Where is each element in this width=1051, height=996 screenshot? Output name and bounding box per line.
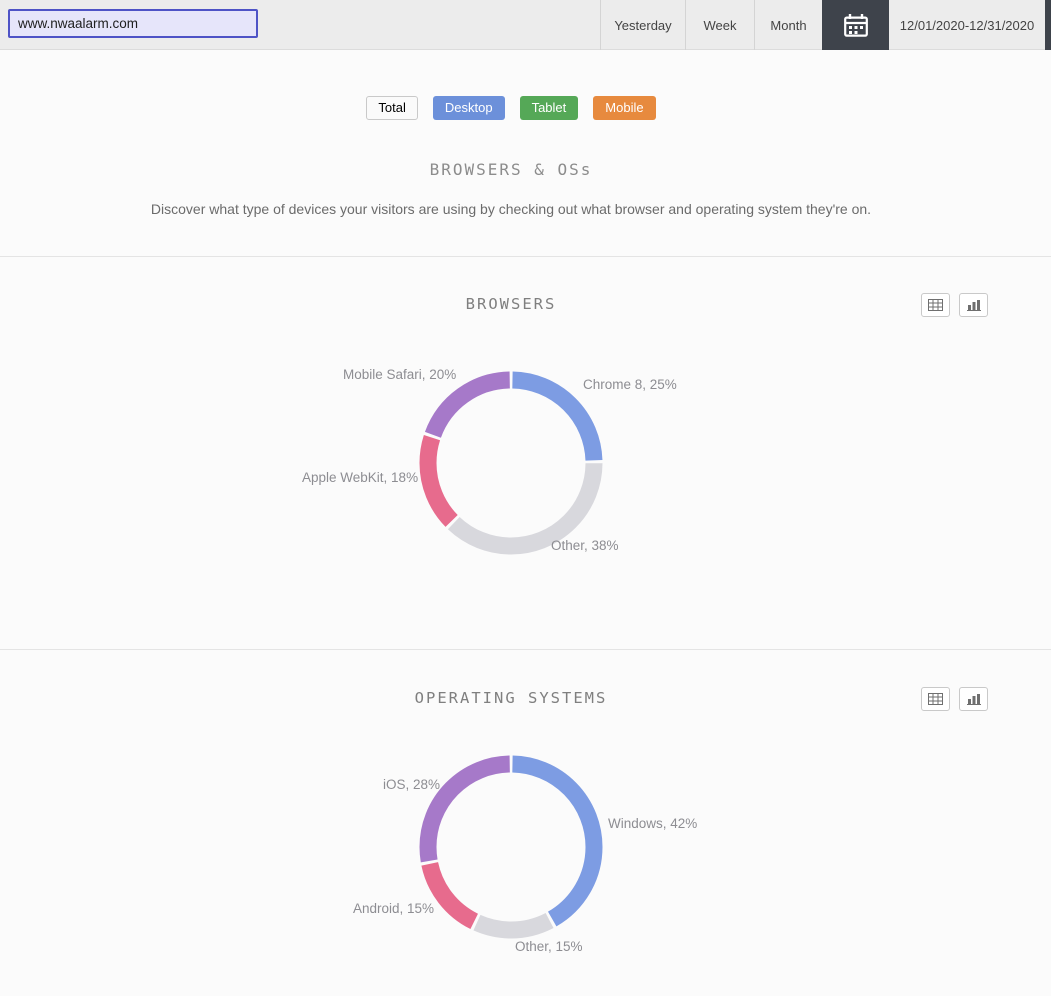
- chart-label: iOS, 28%: [383, 777, 441, 792]
- chart-label: Windows, 42%: [608, 816, 698, 831]
- table-grid-icon: [928, 693, 943, 705]
- chart-label: Mobile Safari, 20%: [343, 367, 457, 382]
- range-tab-week[interactable]: Week: [685, 0, 754, 50]
- bar-chart-icon: [966, 693, 981, 705]
- date-range-label: 12/01/2020-12/31/2020: [899, 17, 1035, 33]
- filter-mobile-button[interactable]: Mobile: [593, 96, 656, 121]
- range-tab-yesterday[interactable]: Yesterday: [600, 0, 685, 50]
- page-subtitle: Discover what type of devices your visit…: [150, 201, 872, 217]
- range-tab-month[interactable]: Month: [754, 0, 822, 50]
- filter-desktop-button[interactable]: Desktop: [432, 96, 505, 121]
- table-grid-icon: [928, 299, 943, 311]
- chart-label: Chrome 8, 25%: [583, 377, 677, 392]
- bar-chart-icon: [966, 299, 981, 311]
- section-divider: [0, 649, 1051, 650]
- section-title-browsers: BROWSERS: [465, 295, 557, 313]
- chart-label: Other, 15%: [515, 939, 583, 954]
- donut-chart-operating-systems[interactable]: [411, 747, 611, 947]
- browsers-view-toggles: [921, 293, 988, 317]
- section-divider: [0, 256, 1051, 257]
- date-range-tabs: Yesterday Week Month: [600, 0, 822, 50]
- header-edge: [1045, 0, 1051, 50]
- os-view-toggles: [921, 687, 988, 711]
- page-title: BROWSERS & OSs: [429, 160, 593, 179]
- section-title-operating-systems: OPERATING SYSTEMS: [414, 689, 608, 707]
- bar-chart-view-button[interactable]: [959, 687, 988, 711]
- chart-label: Other, 38%: [551, 538, 619, 553]
- device-filter-group: Total Desktop Tablet Mobile: [0, 96, 1022, 121]
- bar-chart-view-button[interactable]: [959, 293, 988, 317]
- calendar-icon: [843, 13, 868, 37]
- top-bar: Yesterday Week Month 12/01/2020-12/31/20…: [0, 0, 1051, 50]
- chart-label: Apple WebKit, 18%: [302, 470, 419, 485]
- chart-label: Android, 15%: [353, 901, 435, 916]
- table-view-button[interactable]: [921, 293, 950, 317]
- donut-chart-browsers[interactable]: [411, 363, 611, 563]
- filter-tablet-button[interactable]: Tablet: [519, 96, 579, 121]
- calendar-button[interactable]: [822, 0, 889, 50]
- domain-input[interactable]: [8, 9, 258, 38]
- filter-total-button[interactable]: Total: [366, 96, 418, 121]
- table-view-button[interactable]: [921, 687, 950, 711]
